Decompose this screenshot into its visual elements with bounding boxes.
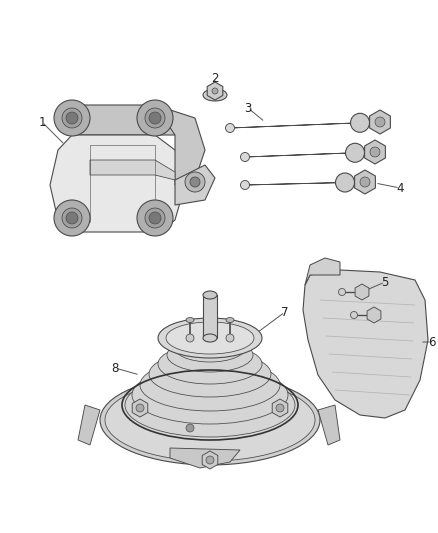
Ellipse shape xyxy=(203,89,227,101)
Polygon shape xyxy=(240,182,370,185)
Circle shape xyxy=(375,117,385,127)
Text: 3: 3 xyxy=(244,101,252,115)
Polygon shape xyxy=(355,170,375,194)
Circle shape xyxy=(185,172,205,192)
Polygon shape xyxy=(207,82,223,100)
Polygon shape xyxy=(50,135,185,232)
Polygon shape xyxy=(155,105,205,185)
Ellipse shape xyxy=(145,208,165,228)
Polygon shape xyxy=(240,152,379,157)
Ellipse shape xyxy=(149,351,271,397)
Polygon shape xyxy=(318,405,340,445)
Polygon shape xyxy=(90,160,175,180)
Circle shape xyxy=(370,147,380,157)
Ellipse shape xyxy=(137,200,173,236)
Ellipse shape xyxy=(62,208,82,228)
Ellipse shape xyxy=(105,379,315,461)
Polygon shape xyxy=(202,451,218,469)
Circle shape xyxy=(66,112,78,124)
Circle shape xyxy=(350,311,357,319)
Circle shape xyxy=(226,124,234,133)
Ellipse shape xyxy=(226,318,234,322)
Polygon shape xyxy=(303,270,428,418)
Ellipse shape xyxy=(158,318,262,358)
Polygon shape xyxy=(272,399,288,417)
Polygon shape xyxy=(132,399,148,417)
Ellipse shape xyxy=(203,334,217,342)
Circle shape xyxy=(190,177,200,187)
Circle shape xyxy=(186,334,194,342)
Circle shape xyxy=(186,424,194,432)
Text: 6: 6 xyxy=(428,335,436,349)
Circle shape xyxy=(276,404,284,412)
Ellipse shape xyxy=(336,173,354,192)
Ellipse shape xyxy=(100,375,320,465)
Circle shape xyxy=(149,112,161,124)
Circle shape xyxy=(212,88,218,94)
Circle shape xyxy=(136,404,144,412)
Circle shape xyxy=(360,177,370,187)
Circle shape xyxy=(240,181,250,190)
Text: 4: 4 xyxy=(396,182,404,195)
Ellipse shape xyxy=(145,108,165,128)
Circle shape xyxy=(226,334,234,342)
Ellipse shape xyxy=(174,332,246,362)
Text: 1: 1 xyxy=(38,116,46,128)
Polygon shape xyxy=(367,307,381,323)
Polygon shape xyxy=(78,405,100,445)
Polygon shape xyxy=(370,110,390,134)
Ellipse shape xyxy=(132,366,288,424)
Ellipse shape xyxy=(167,338,253,372)
Ellipse shape xyxy=(346,143,364,162)
Ellipse shape xyxy=(54,200,90,236)
Circle shape xyxy=(206,456,214,464)
Ellipse shape xyxy=(54,100,90,136)
Ellipse shape xyxy=(166,322,254,354)
Text: 8: 8 xyxy=(111,361,119,375)
Circle shape xyxy=(339,288,346,295)
Ellipse shape xyxy=(350,114,370,132)
Circle shape xyxy=(66,212,78,224)
Ellipse shape xyxy=(62,108,82,128)
Polygon shape xyxy=(305,258,340,285)
Ellipse shape xyxy=(186,318,194,322)
Polygon shape xyxy=(72,105,175,135)
Polygon shape xyxy=(226,122,385,128)
Ellipse shape xyxy=(125,373,295,437)
Text: 2: 2 xyxy=(211,71,219,85)
Circle shape xyxy=(240,152,250,161)
Text: 5: 5 xyxy=(381,276,389,288)
Polygon shape xyxy=(203,295,217,338)
Polygon shape xyxy=(355,284,369,300)
Ellipse shape xyxy=(180,327,240,353)
Polygon shape xyxy=(175,165,215,205)
Ellipse shape xyxy=(158,344,262,384)
Polygon shape xyxy=(170,448,240,468)
Ellipse shape xyxy=(203,291,217,299)
Text: 7: 7 xyxy=(281,305,289,319)
Ellipse shape xyxy=(137,100,173,136)
Polygon shape xyxy=(364,140,385,164)
Circle shape xyxy=(149,212,161,224)
Ellipse shape xyxy=(140,359,280,411)
